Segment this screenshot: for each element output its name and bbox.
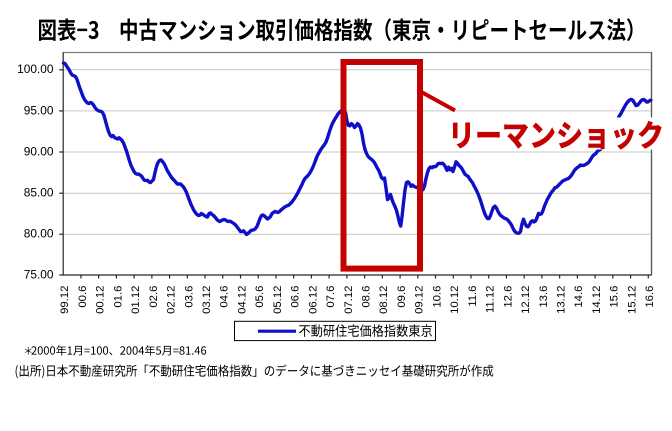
svg-text:09.6: 09.6 [396,286,408,308]
svg-text:90.00: 90.00 [24,144,54,158]
svg-text:06.12: 06.12 [307,286,319,314]
svg-text:07.6: 07.6 [325,286,337,308]
svg-text:16.6: 16.6 [644,286,656,308]
svg-text:05.12: 05.12 [272,286,284,314]
svg-text:02.12: 02.12 [166,286,178,314]
svg-text:15.6: 15.6 [609,286,621,308]
svg-text:08.6: 08.6 [361,286,373,308]
svg-text:15.12: 15.12 [626,286,638,314]
svg-text:14.12: 14.12 [591,286,603,314]
svg-text:80.00: 80.00 [24,227,54,241]
svg-text:85.00: 85.00 [24,186,54,200]
svg-text:100.00: 100.00 [17,62,54,76]
svg-text:13.12: 13.12 [556,286,568,314]
svg-text:95.00: 95.00 [24,103,54,117]
svg-text:08.12: 08.12 [378,286,390,314]
svg-text:14.6: 14.6 [573,286,585,308]
svg-text:07.12: 07.12 [343,286,355,314]
svg-text:02.6: 02.6 [148,286,160,308]
svg-text:00.12: 00.12 [95,286,107,314]
svg-text:04.12: 04.12 [236,286,248,314]
svg-text:09.12: 09.12 [414,286,426,314]
svg-text:99.12: 99.12 [59,286,71,314]
svg-text:75.00: 75.00 [24,267,54,281]
svg-text:10.6: 10.6 [431,286,443,308]
svg-text:12.12: 12.12 [520,286,532,314]
svg-text:12.6: 12.6 [502,286,514,308]
svg-text:01.12: 01.12 [130,286,142,314]
svg-text:11.6: 11.6 [467,286,479,307]
svg-text:00.6: 00.6 [77,286,89,308]
svg-text:03.6: 03.6 [183,286,195,308]
svg-text:05.6: 05.6 [254,286,266,308]
svg-text:01.6: 01.6 [112,286,124,308]
svg-text:11.12: 11.12 [485,286,497,313]
svg-text:04.6: 04.6 [219,286,231,308]
svg-text:06.6: 06.6 [290,286,302,308]
svg-text:03.12: 03.12 [201,286,213,314]
svg-text:10.12: 10.12 [449,286,461,314]
svg-text:13.6: 13.6 [538,286,550,308]
